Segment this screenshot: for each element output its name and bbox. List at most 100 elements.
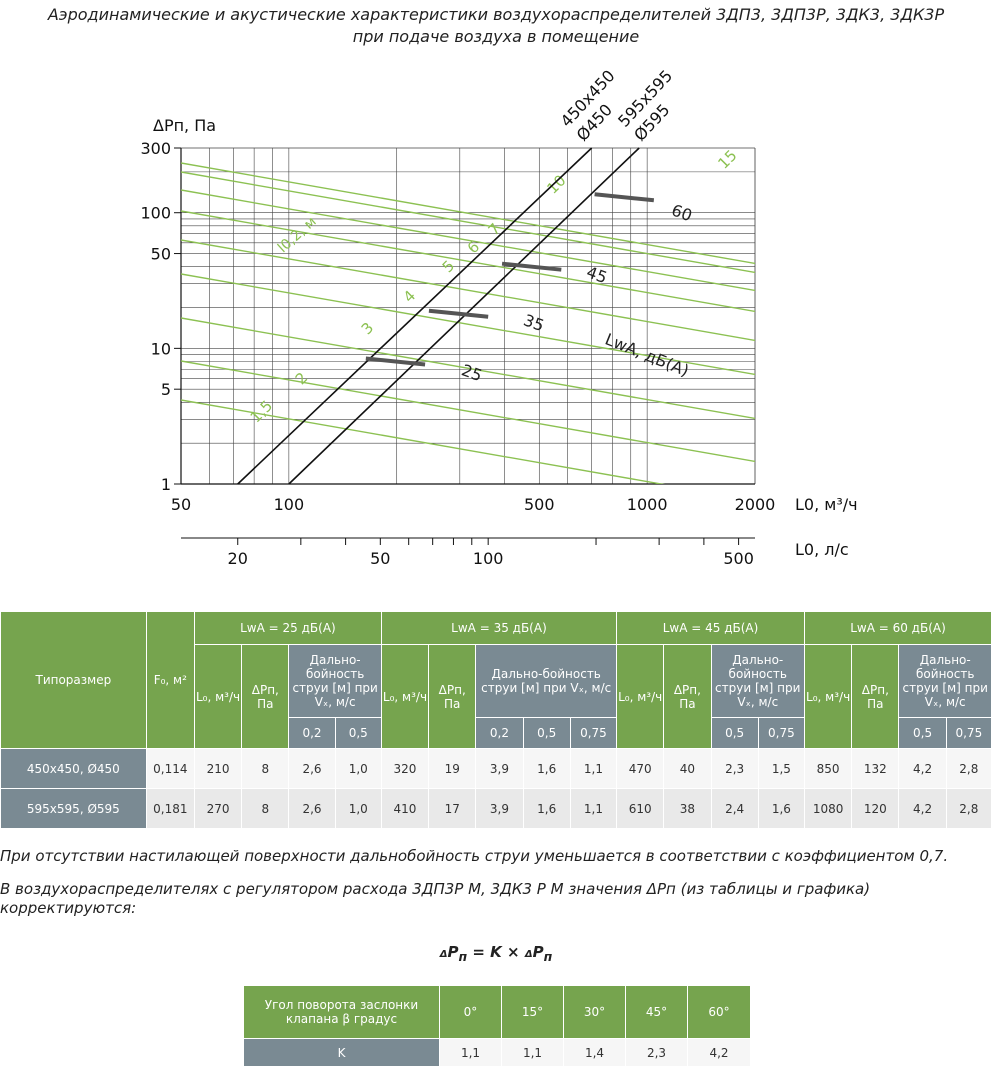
x-tick-label: 2000 — [735, 495, 776, 514]
chart-title: Аэродинамические и акустические характер… — [0, 4, 992, 48]
velocity-subheader: 0,5 — [710, 717, 759, 749]
angle-value: 15° — [501, 985, 564, 1039]
table-cell: 132 — [851, 748, 900, 789]
range-header: Дально-бойность струи [м] при Vₓ, м/с — [710, 644, 805, 718]
x2-tick-label: 500 — [723, 549, 754, 568]
table-row: 450x450, Ø450 0,114 210 8 2,6 1,0 320 19… — [0, 748, 992, 789]
formula-delta: Δ — [524, 949, 533, 960]
formula-rhs: P — [532, 943, 544, 961]
table-cell: 270 — [193, 788, 243, 829]
velocity-subheader: 0,2 — [288, 717, 336, 749]
k-value: 2,3 — [625, 1038, 688, 1067]
area-header: F₀, м² — [145, 611, 195, 749]
velocity-subheader: 0,75 — [945, 717, 992, 749]
throw-axis-label: l0,2, м — [275, 214, 320, 256]
throw-line-label: 4 — [400, 287, 419, 306]
y-tick-label: 5 — [161, 380, 171, 399]
y-tick-label: 100 — [140, 204, 171, 223]
table-cell: 610 — [616, 788, 665, 829]
y-tick-label: 10 — [151, 339, 171, 358]
table-cell: 2,4 — [710, 788, 759, 829]
table-cell: 4,2 — [898, 788, 947, 829]
k-value: 4,2 — [687, 1038, 751, 1067]
throw-line-label: 3 — [358, 319, 377, 338]
x-axis-title: L0, м³/ч — [795, 495, 858, 514]
title-line-2: при подаче воздуха в помещение — [352, 27, 640, 46]
throw-line — [181, 317, 755, 420]
table-cell: 38 — [663, 788, 712, 829]
table-cell: 470 — [616, 748, 665, 789]
x2-tick-label: 100 — [473, 549, 504, 568]
flow-header: L₀, м³/ч — [193, 644, 243, 749]
formula-sub: п — [543, 949, 553, 964]
note-surface: При отсутствии настилающей поверхности д… — [0, 847, 949, 865]
noise-marker-label: 60 — [669, 200, 695, 225]
y-axis-title: ΔPп, Па — [153, 116, 216, 135]
table-cell: 3,9 — [475, 788, 524, 829]
table-cell: 1,5 — [757, 748, 805, 789]
noise-marker-label: 35 — [521, 310, 547, 335]
throw-line — [181, 273, 755, 376]
throw-line — [181, 210, 755, 313]
angle-value: 60° — [687, 985, 751, 1039]
row-area: 0,181 — [145, 788, 195, 829]
angle-header: Угол поворота заслонки клапана β градус — [243, 985, 440, 1039]
group-header-60: LwA = 60 дБ(А) — [803, 611, 992, 645]
table-row: 595x595, Ø595 0,181 270 8 2,6 1,0 410 17… — [0, 788, 992, 829]
table-cell: 2,6 — [288, 748, 336, 789]
group-header-25: LwA = 25 дБ(А) — [193, 611, 382, 645]
group-header-45: LwA = 45 дБ(А) — [616, 611, 805, 645]
noise-marker — [428, 308, 489, 319]
table-cell: 1,6 — [522, 748, 571, 789]
table-cell: 19 — [428, 748, 477, 789]
throw-line-group — [181, 162, 755, 484]
velocity-subheader: 0,5 — [522, 717, 571, 749]
table-cell: 1,1 — [569, 748, 618, 789]
x2-axis-title: L0, л/с — [795, 540, 849, 559]
noise-marker — [365, 356, 426, 367]
y-tick-label: 1 — [161, 475, 171, 494]
formula: ΔPп = K × ΔPп — [0, 943, 992, 964]
angle-value: 0° — [439, 985, 502, 1039]
pressure-header: ΔPп, Па — [663, 644, 712, 749]
throw-line — [181, 162, 755, 265]
throw-line-label: 15 — [714, 146, 740, 172]
table-cell: 1080 — [803, 788, 853, 829]
row-size-label: 450x450, Ø450 — [0, 748, 147, 789]
table-cell: 8 — [241, 788, 290, 829]
x2-tick-label: 50 — [370, 549, 390, 568]
throw-line — [181, 399, 666, 484]
table-cell: 1,6 — [522, 788, 571, 829]
table-cell: 1,1 — [569, 788, 618, 829]
k-value: 1,4 — [563, 1038, 626, 1067]
x-tick-label: 50 — [171, 495, 191, 514]
k-value: 1,1 — [501, 1038, 564, 1067]
range-header: Дально-бойность струи [м] при Vₓ, м/с — [288, 644, 382, 718]
flow-header: L₀, м³/ч — [616, 644, 665, 749]
k-label: K — [243, 1038, 440, 1067]
noise-marker — [501, 261, 562, 272]
pressure-header: ΔPп, Па — [241, 644, 290, 749]
throw-line — [181, 171, 755, 274]
throw-line-label: 1,5 — [247, 397, 277, 427]
device-line — [237, 147, 593, 485]
table-cell: 410 — [380, 788, 430, 829]
table-cell: 1,6 — [757, 788, 805, 829]
range-header: Дально-бойность струи [м] при Vₓ, м/с — [475, 644, 618, 718]
table-cell: 2,6 — [288, 788, 336, 829]
velocity-subheader: 0,75 — [757, 717, 805, 749]
table-cell: 210 — [193, 748, 243, 789]
y-tick-label: 50 — [151, 245, 171, 264]
x-tick-label: 500 — [524, 495, 555, 514]
throw-line-label: 10 — [543, 171, 569, 197]
pressure-header: ΔPп, Па — [851, 644, 900, 749]
velocity-subheader: 0,2 — [475, 717, 524, 749]
flow-header: L₀, м³/ч — [380, 644, 430, 749]
velocity-subheader: 0,75 — [569, 717, 618, 749]
formula-delta: Δ — [439, 949, 448, 960]
table-cell: 3,9 — [475, 748, 524, 789]
row-size-label: 595x595, Ø595 — [0, 788, 147, 829]
formula-lhs: P — [447, 943, 459, 961]
formula-mid: = K × — [467, 943, 525, 961]
